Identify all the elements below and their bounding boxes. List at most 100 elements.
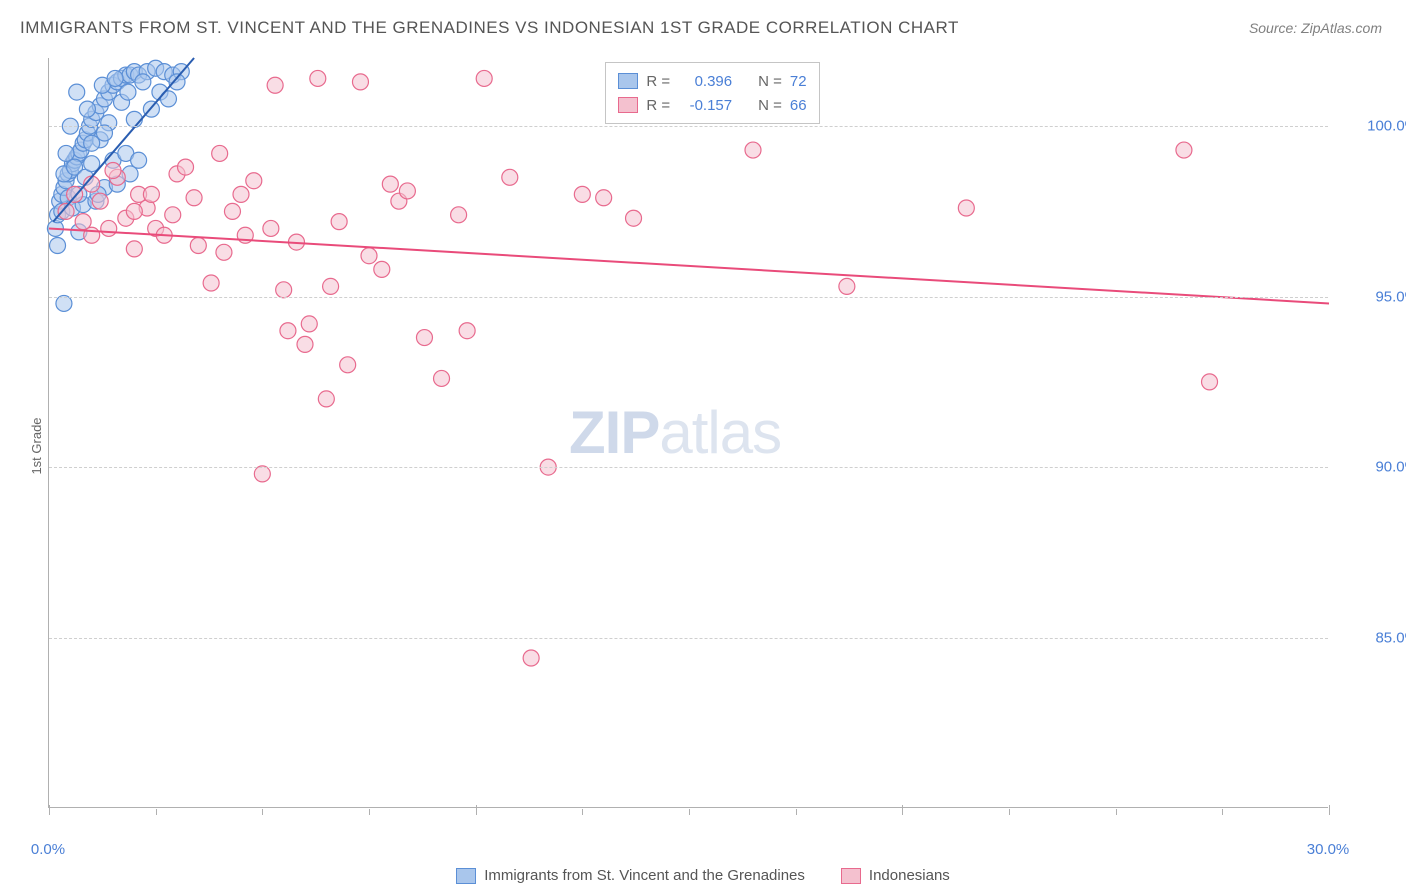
x-tick bbox=[476, 805, 477, 815]
data-point bbox=[399, 183, 415, 199]
data-point bbox=[233, 186, 249, 202]
data-point bbox=[340, 357, 356, 373]
y-tick-label: 100.0% bbox=[1338, 118, 1406, 135]
data-point bbox=[56, 295, 72, 311]
x-tick-label: 0.0% bbox=[31, 841, 65, 858]
data-point bbox=[165, 207, 181, 223]
data-point bbox=[297, 336, 313, 352]
data-point bbox=[331, 214, 347, 230]
chart-plot-area: ZIPatlas R =0.396N =72R =-0.157N =66 85.… bbox=[48, 58, 1328, 808]
data-point bbox=[958, 200, 974, 216]
y-tick-label: 85.0% bbox=[1338, 629, 1406, 646]
data-point bbox=[79, 101, 95, 117]
data-point bbox=[1176, 142, 1192, 158]
data-point bbox=[745, 142, 761, 158]
series-legend: Immigrants from St. Vincent and the Gren… bbox=[0, 867, 1406, 884]
legend-row: R =0.396N =72 bbox=[618, 69, 806, 93]
data-point bbox=[459, 323, 475, 339]
data-point bbox=[120, 84, 136, 100]
data-point bbox=[374, 261, 390, 277]
data-point bbox=[216, 244, 232, 260]
correlation-legend: R =0.396N =72R =-0.157N =66 bbox=[605, 62, 819, 124]
data-point bbox=[280, 323, 296, 339]
source-value: ZipAtlas.com bbox=[1301, 20, 1382, 36]
data-point bbox=[523, 650, 539, 666]
x-tick-label: 30.0% bbox=[1307, 841, 1350, 858]
gridline bbox=[49, 638, 1328, 639]
gridline bbox=[49, 126, 1328, 127]
gridline bbox=[49, 297, 1328, 298]
data-point bbox=[382, 176, 398, 192]
chart-title: IMMIGRANTS FROM ST. VINCENT AND THE GREN… bbox=[20, 18, 959, 38]
legend-label: Immigrants from St. Vincent and the Gren… bbox=[484, 867, 805, 884]
legend-item: Indonesians bbox=[841, 867, 950, 884]
data-point bbox=[1202, 374, 1218, 390]
legend-swatch bbox=[456, 868, 476, 884]
chart-source: Source: ZipAtlas.com bbox=[1249, 20, 1382, 36]
data-point bbox=[96, 125, 112, 141]
data-point bbox=[126, 203, 142, 219]
data-point bbox=[246, 173, 262, 189]
x-tick bbox=[156, 809, 157, 815]
x-tick bbox=[1222, 809, 1223, 815]
source-prefix: Source: bbox=[1249, 20, 1301, 36]
legend-item: Immigrants from St. Vincent and the Gren… bbox=[456, 867, 805, 884]
x-tick bbox=[49, 805, 50, 815]
x-tick bbox=[902, 805, 903, 815]
data-point bbox=[323, 278, 339, 294]
legend-swatch bbox=[618, 97, 638, 113]
data-point bbox=[212, 145, 228, 161]
r-value: -0.157 bbox=[678, 97, 732, 114]
gridline bbox=[49, 467, 1328, 468]
data-point bbox=[178, 159, 194, 175]
data-point bbox=[310, 70, 326, 86]
y-tick-label: 95.0% bbox=[1338, 288, 1406, 305]
data-point bbox=[352, 74, 368, 90]
data-point bbox=[67, 186, 83, 202]
data-point bbox=[101, 220, 117, 236]
n-label: N = bbox=[758, 97, 782, 114]
x-tick bbox=[1329, 805, 1330, 815]
trend-line bbox=[49, 228, 1329, 303]
n-label: N = bbox=[758, 73, 782, 90]
data-point bbox=[839, 278, 855, 294]
data-point bbox=[131, 152, 147, 168]
r-label: R = bbox=[646, 97, 670, 114]
data-point bbox=[190, 238, 206, 254]
data-point bbox=[416, 330, 432, 346]
data-point bbox=[318, 391, 334, 407]
data-point bbox=[434, 370, 450, 386]
data-point bbox=[186, 190, 202, 206]
data-point bbox=[361, 248, 377, 264]
data-point bbox=[301, 316, 317, 332]
data-point bbox=[135, 74, 151, 90]
legend-row: R = -0.157 N = 66 bbox=[618, 93, 806, 117]
n-value: 72 bbox=[790, 73, 807, 90]
x-tick bbox=[1009, 809, 1010, 815]
data-point bbox=[502, 169, 518, 185]
legend-swatch bbox=[841, 868, 861, 884]
data-point bbox=[50, 238, 66, 254]
x-tick bbox=[1116, 809, 1117, 815]
data-point bbox=[476, 70, 492, 86]
r-label: R = bbox=[646, 73, 670, 90]
data-point bbox=[626, 210, 642, 226]
data-point bbox=[169, 74, 185, 90]
data-point bbox=[126, 111, 142, 127]
data-point bbox=[263, 220, 279, 236]
data-point bbox=[143, 186, 159, 202]
x-tick bbox=[796, 809, 797, 815]
data-point bbox=[126, 241, 142, 257]
data-point bbox=[451, 207, 467, 223]
data-point bbox=[267, 77, 283, 93]
scatter-svg bbox=[49, 58, 1328, 807]
data-point bbox=[203, 275, 219, 291]
legend-label: Indonesians bbox=[869, 867, 950, 884]
x-tick bbox=[262, 809, 263, 815]
n-value: 66 bbox=[790, 97, 807, 114]
data-point bbox=[276, 282, 292, 298]
data-point bbox=[254, 466, 270, 482]
x-tick bbox=[369, 809, 370, 815]
data-point bbox=[105, 163, 121, 179]
data-point bbox=[69, 84, 85, 100]
